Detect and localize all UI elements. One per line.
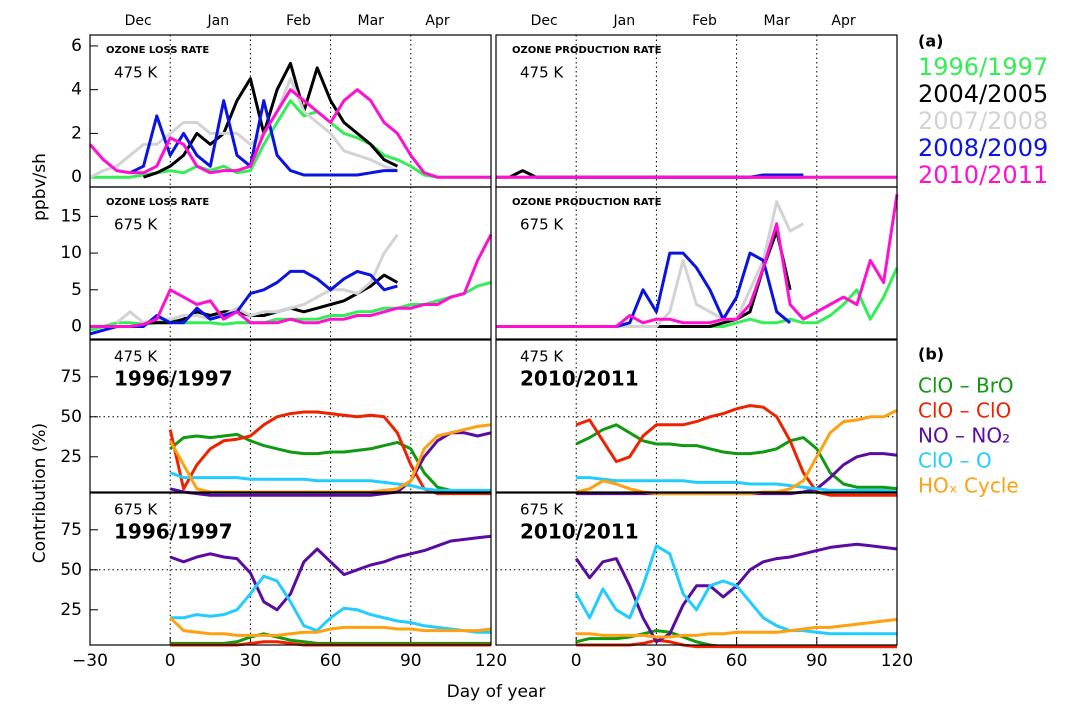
panel-title: OZONE LOSS RATE bbox=[106, 197, 209, 208]
series-line bbox=[169, 616, 492, 637]
series-line bbox=[575, 404, 897, 497]
legend-entry: HOₓ Cycle bbox=[918, 474, 1019, 498]
x-tick-label: 0 bbox=[165, 651, 176, 671]
x-tick-label: 0 bbox=[571, 651, 582, 671]
series-line bbox=[169, 471, 491, 492]
top-tick-label: Jan bbox=[613, 13, 636, 29]
series-line bbox=[496, 229, 792, 328]
y-tick-label: 10 bbox=[60, 243, 82, 263]
panel-frame bbox=[495, 34, 898, 188]
x-tick-label: −30 bbox=[72, 651, 108, 671]
x-tick-label: 90 bbox=[400, 651, 422, 671]
series-line bbox=[170, 574, 491, 634]
legend-entry: ClO – O bbox=[918, 449, 992, 473]
series-line bbox=[168, 410, 491, 496]
panel-level: 475 K bbox=[114, 348, 158, 366]
x-axis-label: Day of year bbox=[447, 682, 546, 702]
x-tick-label: 30 bbox=[240, 651, 262, 671]
panel-frame bbox=[495, 339, 898, 493]
series-line bbox=[90, 234, 493, 328]
legend-entry: 2010/2011 bbox=[918, 161, 1048, 189]
x-tick-label: 120 bbox=[881, 651, 913, 671]
series-line bbox=[169, 432, 491, 494]
series-line bbox=[574, 544, 897, 636]
y-tick-label: 75 bbox=[60, 367, 82, 387]
series-line bbox=[143, 61, 399, 179]
x-tick-label: 120 bbox=[475, 651, 507, 671]
panel-level: 675 K bbox=[520, 501, 564, 519]
panel-frame bbox=[89, 34, 492, 188]
legend-entry: 1996/1997 bbox=[918, 53, 1048, 81]
series-line bbox=[169, 431, 492, 497]
panel-level: 475 K bbox=[520, 64, 564, 82]
panel-level: 475 K bbox=[114, 64, 158, 82]
series-line bbox=[88, 88, 491, 179]
series-line bbox=[496, 194, 899, 328]
panel-title: OZONE LOSS RATE bbox=[106, 45, 209, 56]
series-line bbox=[115, 233, 399, 325]
x-tick-label: 30 bbox=[646, 651, 668, 671]
panel-label: (b) bbox=[918, 345, 944, 364]
panel-frame bbox=[495, 186, 898, 340]
y-tick-label: 50 bbox=[60, 560, 82, 580]
legend-entry: 2004/2005 bbox=[918, 80, 1048, 108]
series-line bbox=[496, 267, 899, 328]
y-tick-label: 4 bbox=[71, 80, 82, 100]
series-line bbox=[129, 99, 398, 177]
y-tick-label: 0 bbox=[71, 317, 82, 337]
x-tick-label: 60 bbox=[320, 651, 342, 671]
y-tick-label: 25 bbox=[60, 600, 82, 620]
legend-entry: 2008/2009 bbox=[918, 134, 1048, 162]
x-tick-label: 60 bbox=[726, 651, 748, 671]
panel-frame bbox=[495, 492, 898, 646]
legend-entry: NO – NO₂ bbox=[918, 424, 1010, 448]
top-tick-label: Apr bbox=[425, 13, 449, 29]
panel-year: 2010/2011 bbox=[520, 367, 639, 391]
top-tick-label: Mar bbox=[357, 13, 384, 29]
panel-level: 675 K bbox=[520, 216, 564, 234]
panel-level: 475 K bbox=[520, 348, 564, 366]
panel-frame bbox=[89, 186, 492, 340]
y-tick-label: 75 bbox=[60, 520, 82, 540]
legend-entry: ClO – BrO bbox=[918, 374, 1014, 398]
series-line bbox=[143, 273, 399, 325]
series-line bbox=[575, 423, 898, 491]
panel-title: OZONE PRODUCTION RATE bbox=[512, 45, 662, 56]
series-line bbox=[576, 617, 898, 639]
panel-label: (a) bbox=[918, 32, 943, 51]
panel-year: 1996/1997 bbox=[114, 520, 233, 544]
y-tick-label: 25 bbox=[60, 447, 82, 467]
series-line bbox=[170, 632, 491, 645]
y-axis-label: Contribution (%) bbox=[30, 423, 50, 563]
y-axis-label: ppbv/sh bbox=[30, 153, 50, 221]
y-tick-label: 0 bbox=[71, 167, 82, 187]
top-tick-label: Apr bbox=[831, 13, 855, 29]
panel-frame bbox=[89, 492, 492, 646]
y-tick-label: 2 bbox=[71, 123, 82, 143]
y-tick-label: 15 bbox=[60, 206, 82, 226]
panel-frame bbox=[89, 339, 492, 493]
series-line bbox=[169, 534, 492, 612]
panel-year: 1996/1997 bbox=[114, 367, 233, 391]
top-tick-label: Feb bbox=[692, 13, 717, 29]
y-tick-label: 5 bbox=[71, 280, 82, 300]
top-tick-label: Feb bbox=[286, 13, 311, 29]
panel-level: 675 K bbox=[114, 501, 158, 519]
y-tick-label: 6 bbox=[71, 36, 82, 56]
legend-entry: ClO – ClO bbox=[918, 399, 1011, 423]
x-tick-label: 90 bbox=[806, 651, 828, 671]
top-tick-label: Mar bbox=[763, 13, 790, 29]
top-tick-label: Jan bbox=[207, 13, 230, 29]
panel-title: OZONE PRODUCTION RATE bbox=[512, 197, 662, 208]
panel-level: 675 K bbox=[114, 216, 158, 234]
series-line bbox=[89, 77, 398, 179]
series-line bbox=[89, 269, 398, 336]
top-tick-label: Dec bbox=[531, 13, 558, 29]
legend-entry: 2007/2008 bbox=[918, 107, 1048, 135]
y-tick-label: 50 bbox=[60, 407, 82, 427]
top-tick-label: Dec bbox=[125, 13, 152, 29]
series-line bbox=[576, 476, 898, 494]
panel-year: 2010/2011 bbox=[520, 520, 639, 544]
